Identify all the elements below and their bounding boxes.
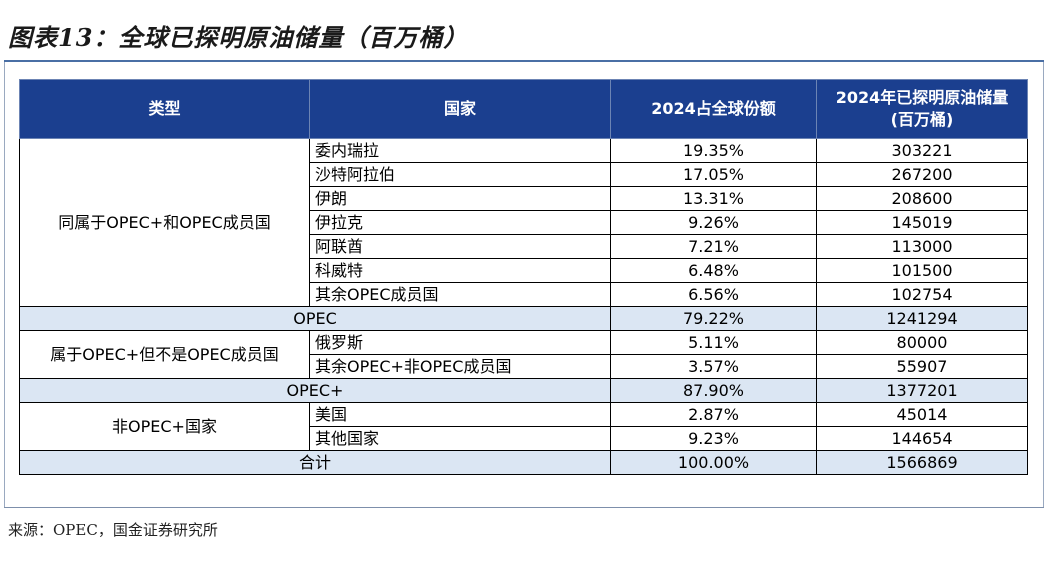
header-reserve: 2024年已探明原油储量 (百万桶) [816, 79, 1028, 139]
table-row: 其他国家 9.23% 144654 [20, 426, 1028, 451]
reserve-cell: 145019 [816, 210, 1028, 235]
country-cell: 伊拉克 [309, 210, 611, 235]
subtotal-reserve: 1377201 [816, 378, 1028, 403]
category-opec-members: 同属于OPEC+和OPEC成员国 [19, 138, 310, 307]
share-cell: 3.57% [610, 354, 817, 379]
share-cell: 13.31% [610, 186, 817, 211]
subtotal-reserve: 1241294 [816, 306, 1028, 331]
reserve-cell: 101500 [816, 258, 1028, 283]
header-row: 类型 国家 2024占全球份额 2024年已探明原油储量 (百万桶) [19, 79, 1028, 139]
header-reserve-line2: (百万桶) [890, 110, 954, 129]
header-country: 国家 [309, 79, 611, 139]
reserve-cell: 55907 [816, 354, 1028, 379]
reserve-cell: 45014 [816, 402, 1028, 427]
country-cell: 委内瑞拉 [309, 138, 611, 163]
share-cell: 6.56% [610, 282, 817, 307]
table-row: 科威特 6.48% 101500 [20, 258, 1028, 283]
table-row: 阿联酋 7.21% 113000 [20, 234, 1028, 259]
country-cell: 俄罗斯 [309, 330, 611, 355]
country-cell: 阿联酋 [309, 234, 611, 259]
top-divider [4, 60, 1044, 62]
table-row: 非OPEC+国家 美国 2.87% 45014 [19, 402, 1028, 451]
header-reserve-line1: 2024年已探明原油储量 [835, 88, 1009, 107]
subtotal-share: 87.90% [610, 378, 817, 403]
total-reserve: 1566869 [816, 450, 1028, 475]
source-note: 来源：OPEC，国金证券研究所 [8, 521, 218, 539]
share-cell: 5.11% [610, 330, 817, 355]
total-share: 100.00% [610, 450, 817, 475]
reserve-cell: 144654 [816, 426, 1028, 451]
category-non-opec-plus: 非OPEC+国家 [19, 402, 310, 451]
subtotal-row-opec-plus: OPEC+ 87.90% 1377201 [19, 378, 1028, 403]
country-cell: 伊朗 [309, 186, 611, 211]
country-cell: 其他国家 [309, 426, 611, 451]
subtotal-label: OPEC [19, 306, 611, 331]
reserve-cell: 267200 [816, 162, 1028, 187]
share-cell: 2.87% [610, 402, 817, 427]
bottom-divider [4, 507, 1044, 508]
figure-frame [4, 62, 1044, 507]
table-row: 属于OPEC+但不是OPEC成员国 俄罗斯 5.11% 80000 [19, 330, 1028, 379]
country-cell: 其余OPEC成员国 [309, 282, 611, 307]
total-row: 合计 100.00% 1566869 [19, 450, 1028, 475]
country-cell: 沙特阿拉伯 [309, 162, 611, 187]
reserve-cell: 113000 [816, 234, 1028, 259]
category-opec-plus-non-opec: 属于OPEC+但不是OPEC成员国 [19, 330, 310, 379]
subtotal-share: 79.22% [610, 306, 817, 331]
share-cell: 6.48% [610, 258, 817, 283]
share-cell: 19.35% [610, 138, 817, 163]
table-row: 同属于OPEC+和OPEC成员国 委内瑞拉 19.35% 303221 [19, 138, 1028, 307]
total-label: 合计 [19, 450, 611, 475]
subtotal-label: OPEC+ [19, 378, 611, 403]
table-row: 其余OPEC+非OPEC成员国 3.57% 55907 [20, 354, 1028, 379]
country-cell: 其余OPEC+非OPEC成员国 [309, 354, 611, 379]
reserve-cell: 208600 [816, 186, 1028, 211]
share-cell: 9.23% [610, 426, 817, 451]
share-cell: 17.05% [610, 162, 817, 187]
reserve-cell: 303221 [816, 138, 1028, 163]
table-row: 伊朗 13.31% 208600 [20, 186, 1028, 211]
share-cell: 7.21% [610, 234, 817, 259]
subtotal-row-opec: OPEC 79.22% 1241294 [19, 306, 1028, 331]
country-cell: 科威特 [309, 258, 611, 283]
oil-reserves-table: 类型 国家 2024占全球份额 2024年已探明原油储量 (百万桶) 同属于OP… [19, 79, 1028, 475]
header-share: 2024占全球份额 [610, 79, 817, 139]
header-type: 类型 [19, 79, 310, 139]
reserve-cell: 80000 [816, 330, 1028, 355]
country-cell: 美国 [309, 402, 611, 427]
reserve-cell: 102754 [816, 282, 1028, 307]
figure-title: 图表13：全球已探明原油储量（百万桶） [8, 23, 469, 52]
share-cell: 9.26% [610, 210, 817, 235]
